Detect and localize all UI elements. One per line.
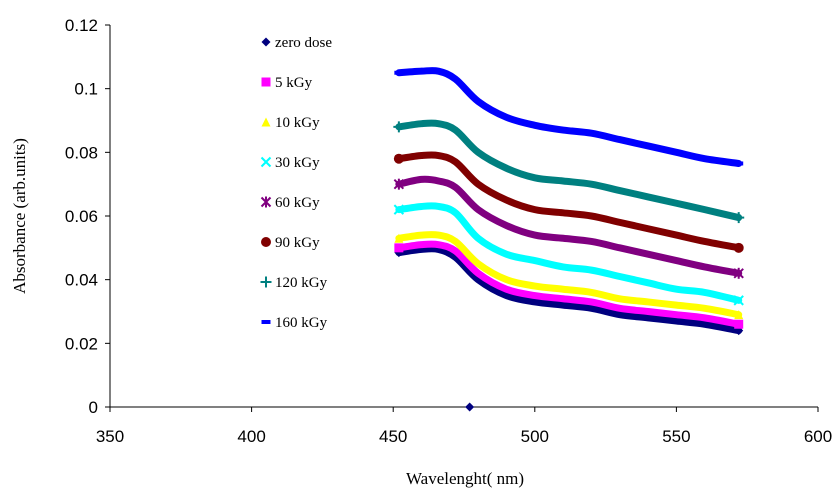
x-tick-label: 550 [662,427,690,446]
series-line [395,230,743,319]
series-line [395,119,743,222]
legend-marker [261,320,271,324]
legend-marker [261,237,271,247]
x-tick-label: 350 [96,427,124,446]
x-tick-label: 400 [237,427,265,446]
legend: zero dose 5 kGy 10 kGy 30 kGy 60 kGy 90 kGy 12… [260,35,332,331]
series-marker [393,204,405,215]
series-marker [394,243,404,253]
legend-marker [260,196,272,208]
series-line [395,67,743,167]
legend-marker [261,117,271,127]
series-line [395,245,743,335]
series-marker [734,319,744,329]
legend-entry: zero dose [275,35,332,51]
series-marker [733,267,744,279]
legend-marker [261,37,271,47]
series-marker [394,70,404,75]
series-point [465,402,475,412]
legend-entry: 120 kGy [275,275,328,291]
y-axis-title: Absorbance (arb.units) [10,138,29,294]
legend-marker [260,156,272,168]
marker-stroke [260,156,272,168]
series-marker [734,310,744,320]
legend-entry: 90 kGy [275,235,320,251]
legend-entry: 30 kGy [275,155,320,171]
series-marker [393,178,405,190]
x-tick-label: 600 [804,427,832,446]
tick-labels: 0 0.02 0.04 0.06 0.08 0.1 0.12 350 400 450 500 550 6… [65,16,832,446]
x-axis-title: Wavelenght( nm) [406,469,524,488]
legend-entry: 60 kGy [275,195,320,211]
series-marker [734,161,744,166]
legend-entry: 10 kGy [275,115,320,131]
y-tick-label: 0.1 [74,80,98,99]
series-marker [393,153,404,164]
series-marker [733,295,744,306]
marker-stroke [733,295,744,306]
y-tick-label: 0.04 [65,271,98,290]
x-tick-label: 500 [521,427,549,446]
series-lines [393,67,745,412]
series-marker [733,212,745,224]
x-tick-label: 450 [379,427,407,446]
series-line [395,240,743,328]
y-tick-label: 0.12 [65,16,98,35]
series-marker [393,121,405,133]
y-tick-label: 0.06 [65,207,98,226]
legend-marker [261,77,271,87]
marker-stroke [393,204,405,215]
series-line [395,175,743,277]
y-tick-label: 0.02 [65,334,98,353]
legend-entry: 5 kGy [275,75,313,91]
y-tick-label: 0.08 [65,143,98,162]
series-line [395,151,743,252]
series-marker [733,242,744,253]
axes [105,24,819,412]
series-marker [394,233,404,243]
legend-entry: 160 kGy [275,315,328,331]
series-line [395,202,743,304]
y-tick-label: 0 [89,398,98,417]
legend-marker [260,276,272,288]
